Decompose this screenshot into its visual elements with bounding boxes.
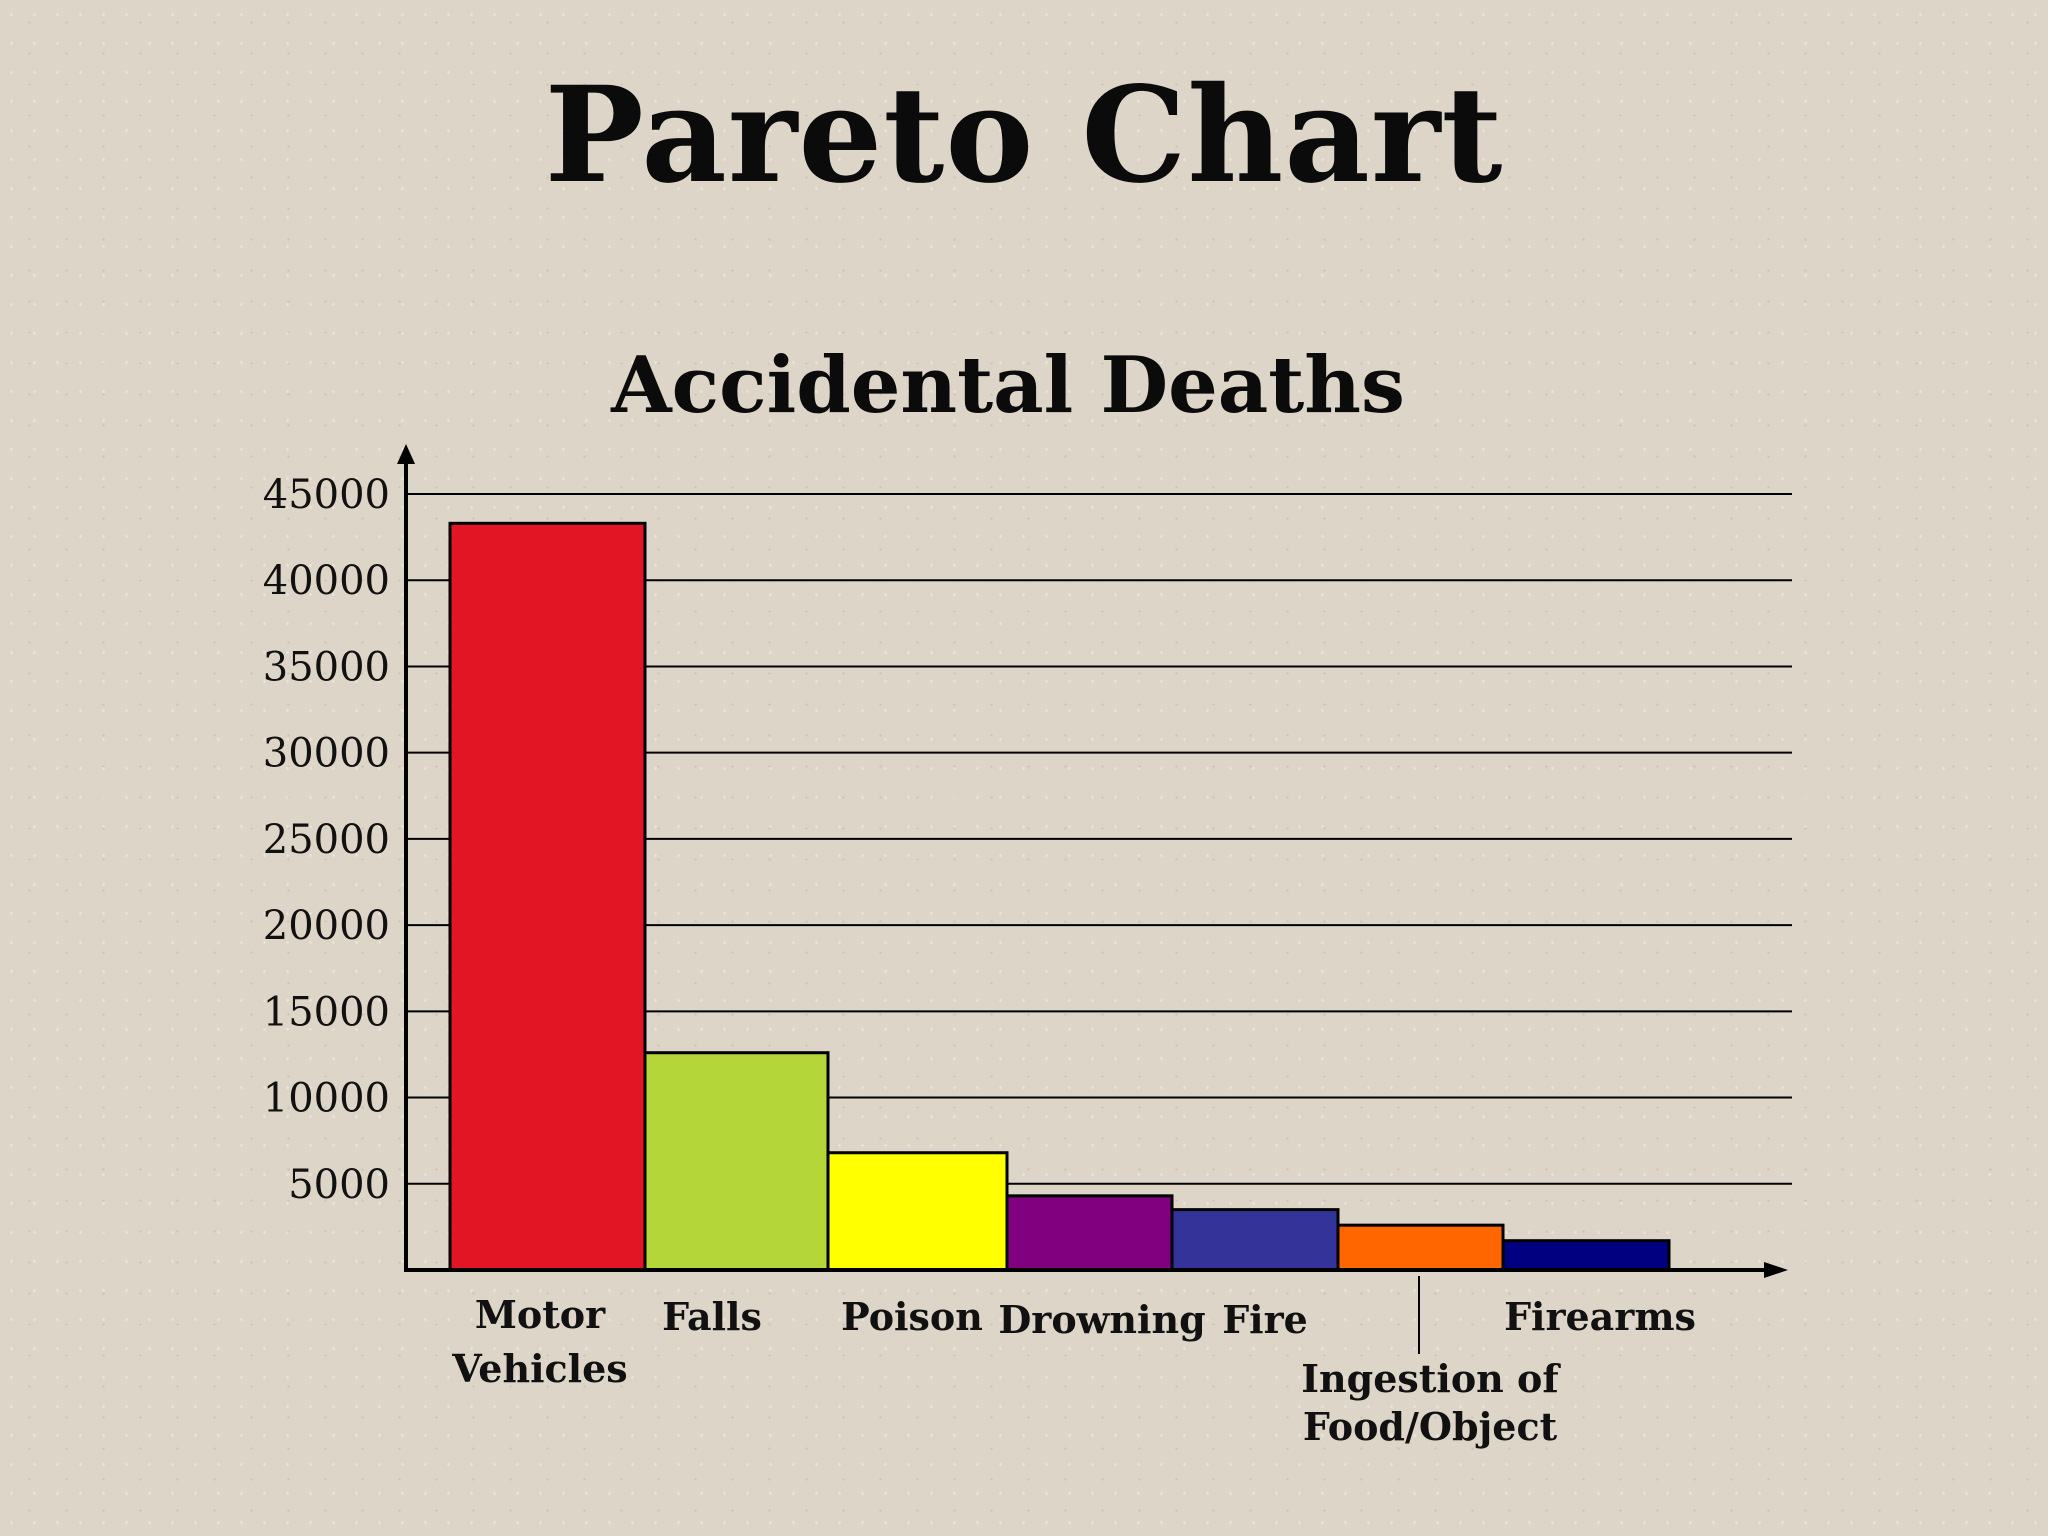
x-axis-arrow bbox=[1764, 1262, 1788, 1278]
x-tick-labels: Motor Vehicles Falls Poison Drowning Fire Inge… bbox=[451, 1276, 1696, 1449]
y-tick-label: 10000 bbox=[263, 1076, 390, 1122]
bar-0 bbox=[448, 521, 647, 1272]
x-tick-label: Poison bbox=[841, 1294, 983, 1339]
x-tick-label: Falls bbox=[662, 1294, 762, 1339]
x-tick-label: Ingestion of bbox=[1301, 1356, 1561, 1401]
y-tick-label: 25000 bbox=[263, 817, 390, 863]
y-tick-label: 20000 bbox=[263, 903, 390, 949]
x-tick-label: Motor bbox=[475, 1292, 606, 1337]
y-axis-arrow bbox=[397, 444, 415, 464]
bars bbox=[448, 521, 1671, 1272]
x-tick-label: Food/Object bbox=[1303, 1404, 1558, 1449]
bar-1 bbox=[643, 1051, 830, 1272]
y-tick-label: 40000 bbox=[263, 558, 390, 604]
bar-3 bbox=[1005, 1194, 1174, 1272]
page-title: Pareto Chart bbox=[544, 58, 1504, 213]
y-tick-label: 45000 bbox=[263, 472, 390, 518]
y-tick-label: 35000 bbox=[263, 644, 390, 690]
axes bbox=[397, 444, 1788, 1278]
x-tick-label: Fire bbox=[1222, 1297, 1308, 1342]
y-tick-labels: 5000 10000 15000 20000 25000 30000 35000 40000 4… bbox=[263, 472, 390, 1208]
x-tick-label: Vehicles bbox=[451, 1346, 627, 1391]
bar-4 bbox=[1170, 1208, 1340, 1272]
y-tick-label: 15000 bbox=[263, 989, 390, 1035]
chart-title: Accidental Deaths bbox=[611, 340, 1405, 431]
bar-5 bbox=[1336, 1223, 1505, 1272]
x-tick-label: Firearms bbox=[1504, 1294, 1696, 1339]
y-tick-label: 5000 bbox=[288, 1162, 390, 1208]
y-tick-label: 30000 bbox=[263, 731, 390, 777]
bar-2 bbox=[826, 1151, 1009, 1272]
x-tick-label: Drowning bbox=[998, 1297, 1205, 1342]
bar-6 bbox=[1501, 1239, 1671, 1272]
